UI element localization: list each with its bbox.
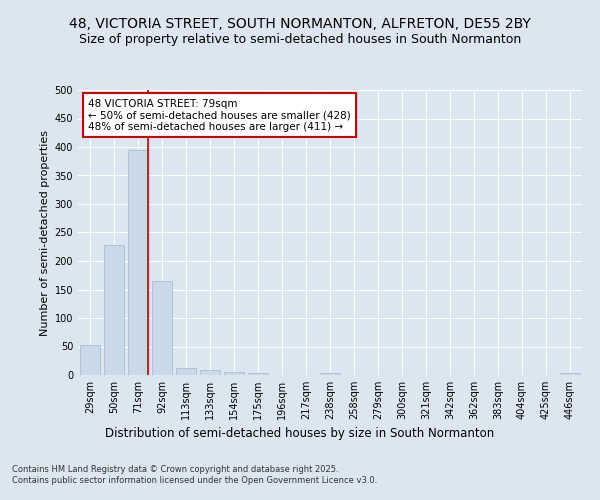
Y-axis label: Number of semi-detached properties: Number of semi-detached properties xyxy=(40,130,50,336)
Text: Distribution of semi-detached houses by size in South Normanton: Distribution of semi-detached houses by … xyxy=(106,428,494,440)
Text: 48, VICTORIA STREET, SOUTH NORMANTON, ALFRETON, DE55 2BY: 48, VICTORIA STREET, SOUTH NORMANTON, AL… xyxy=(69,18,531,32)
Bar xyxy=(320,372,340,375)
Bar xyxy=(560,372,580,375)
Text: Contains public sector information licensed under the Open Government Licence v3: Contains public sector information licen… xyxy=(12,476,377,485)
Bar xyxy=(224,372,244,375)
Text: 48 VICTORIA STREET: 79sqm
← 50% of semi-detached houses are smaller (428)
48% of: 48 VICTORIA STREET: 79sqm ← 50% of semi-… xyxy=(88,98,351,132)
Bar xyxy=(248,372,268,375)
Bar xyxy=(200,370,220,375)
Bar xyxy=(128,150,148,375)
Bar xyxy=(104,245,124,375)
Text: Size of property relative to semi-detached houses in South Normanton: Size of property relative to semi-detach… xyxy=(79,32,521,46)
Bar xyxy=(152,281,172,375)
Text: Contains HM Land Registry data © Crown copyright and database right 2025.: Contains HM Land Registry data © Crown c… xyxy=(12,465,338,474)
Bar xyxy=(80,345,100,375)
Bar xyxy=(176,368,196,375)
